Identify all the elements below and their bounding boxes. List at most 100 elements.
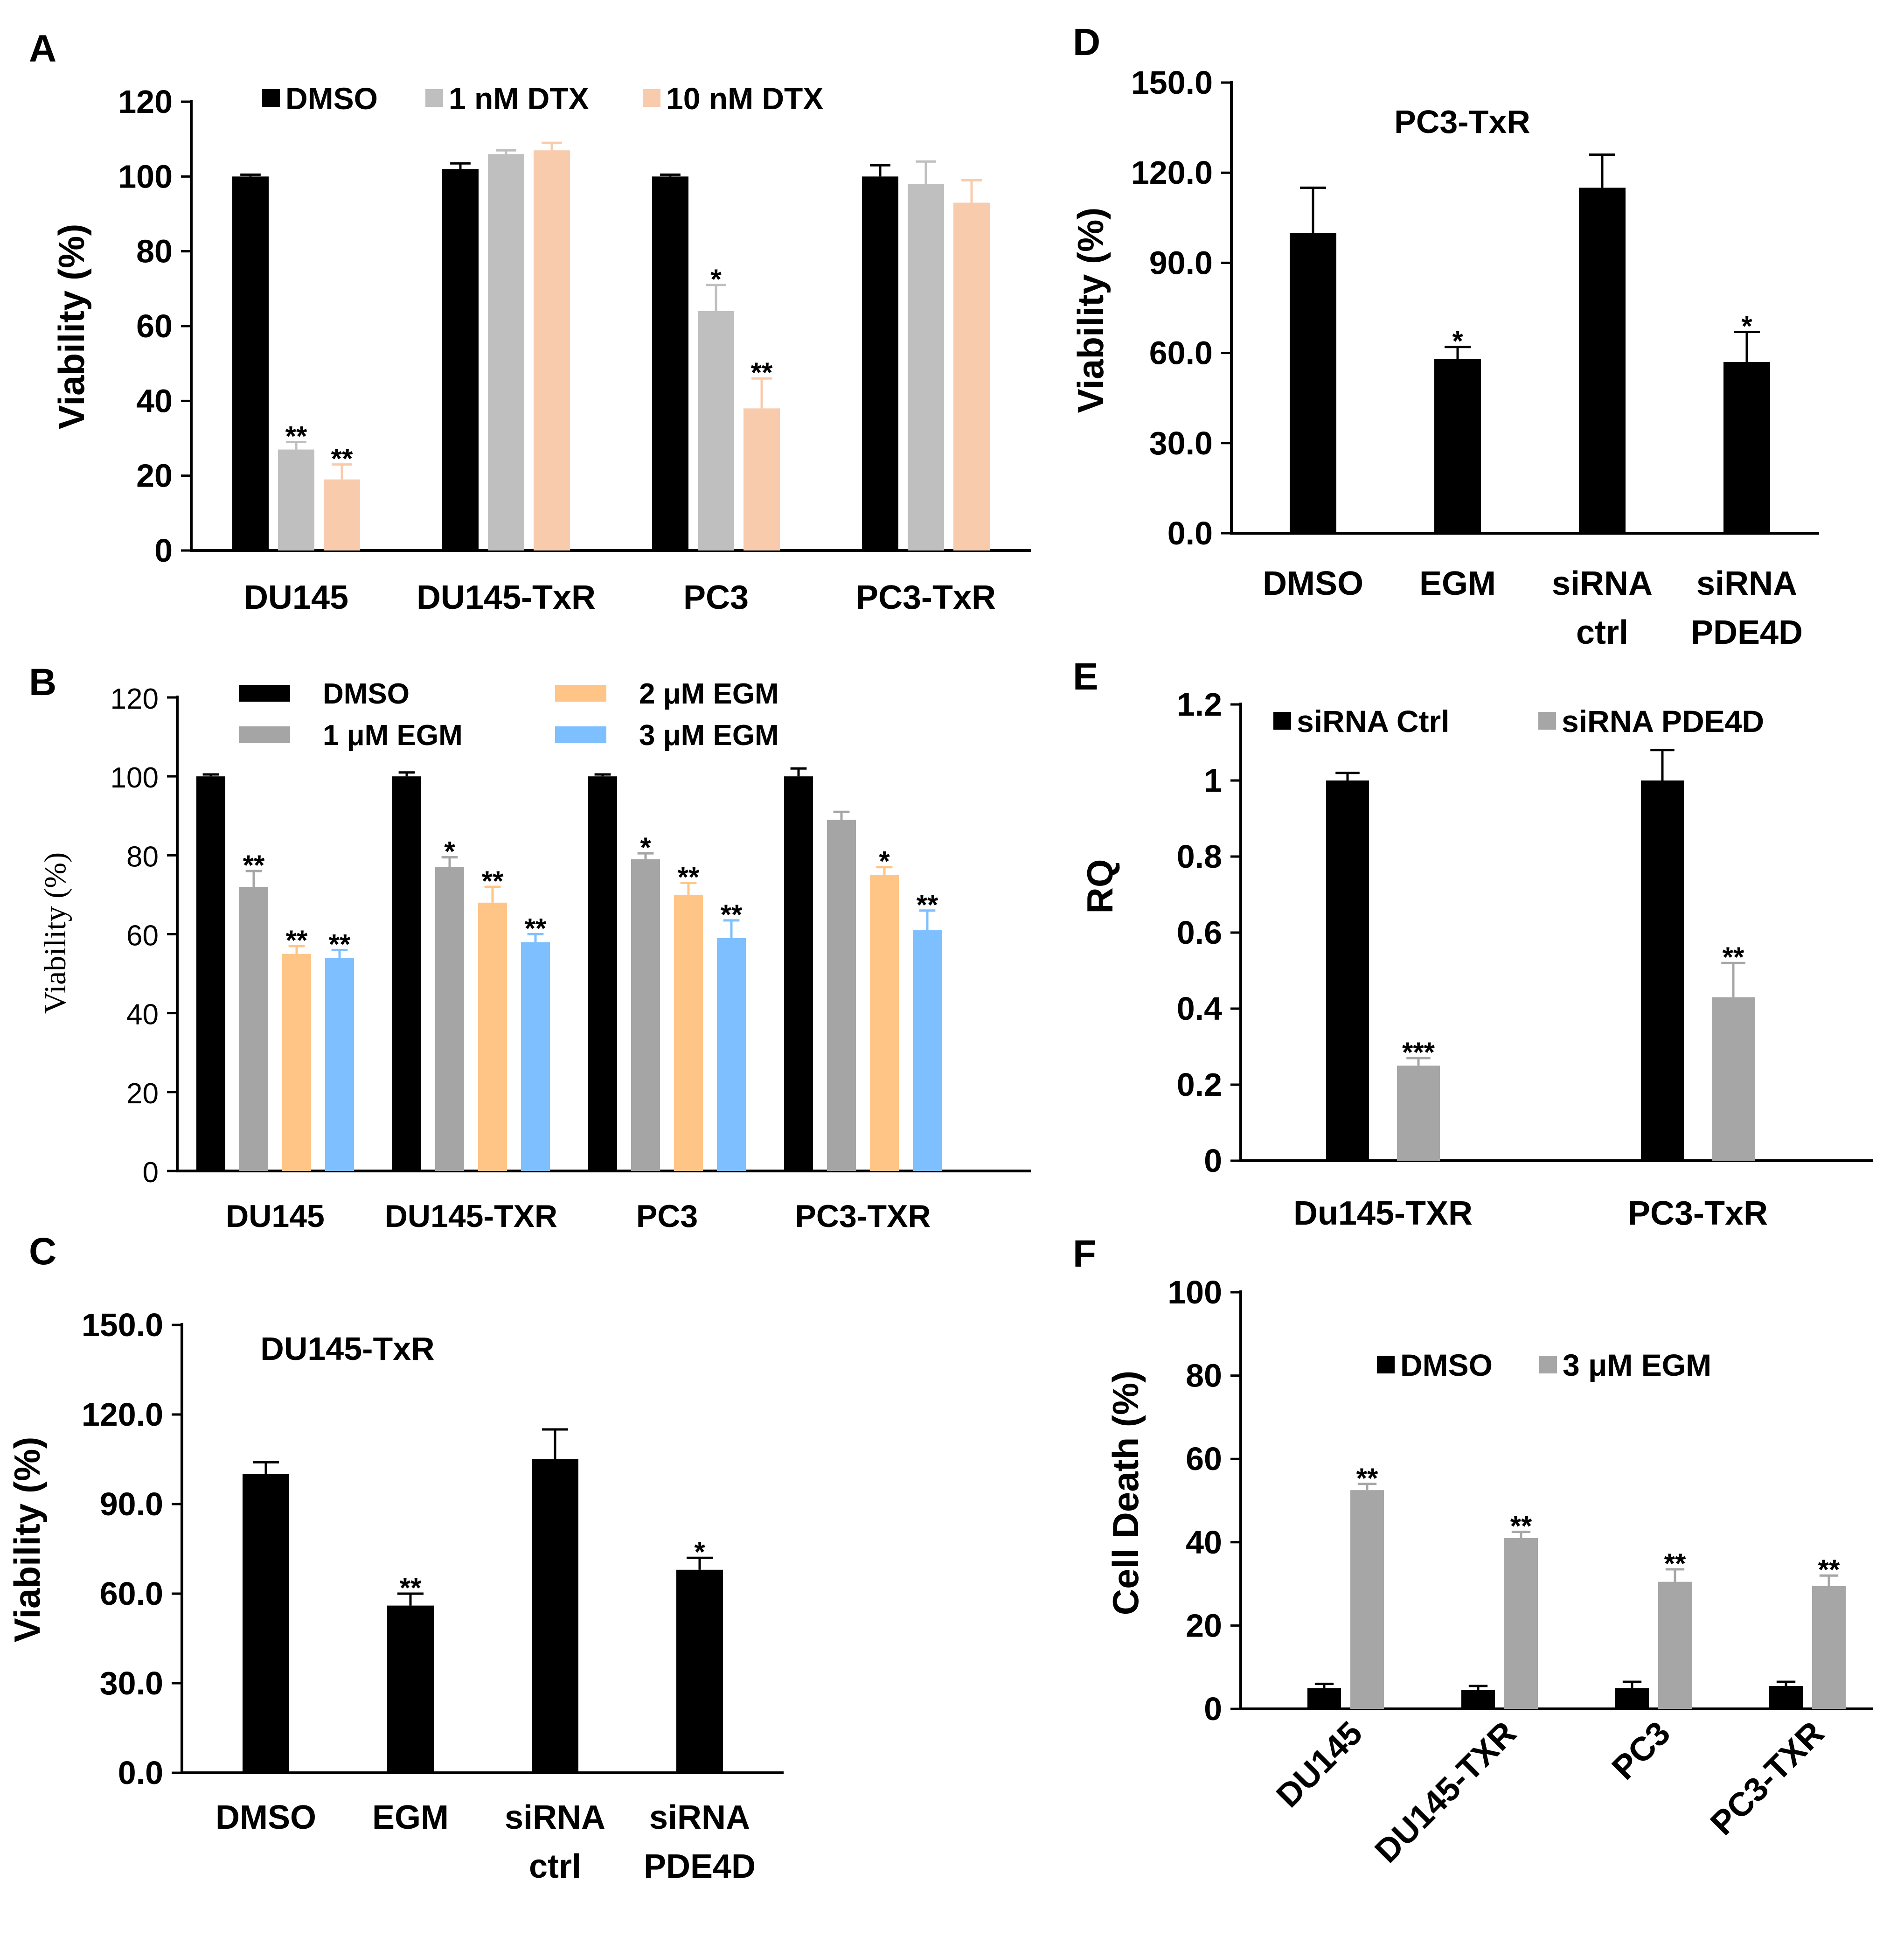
y-tick-label: 0.0 [1167, 515, 1213, 551]
legend-label: DMSO [1400, 1348, 1493, 1382]
bar [232, 176, 269, 550]
significance-mark: ** [1664, 1548, 1686, 1579]
y-tick-label: 0.0 [118, 1755, 163, 1791]
significance-mark: * [879, 846, 890, 877]
category-label: DMSO [1263, 565, 1363, 602]
y-axis-label: Viability (%) [51, 224, 92, 430]
bar [674, 894, 703, 1171]
panel-letter: E [1073, 655, 1098, 698]
bar [1326, 780, 1369, 1161]
y-tick-label: 60.0 [100, 1575, 163, 1612]
y-tick-label: 0.2 [1177, 1066, 1222, 1103]
significance-mark: * [640, 832, 651, 863]
panel-d: D 0.0 30.0 60.0 90.0 120.0 150.0 Viability (%) P… [1070, 21, 1819, 651]
y-tick-label: 120.0 [82, 1396, 163, 1433]
y-axis-label: Viability (%) [38, 852, 72, 1014]
bar [676, 1569, 723, 1773]
bar [521, 942, 550, 1171]
significance-mark: ** [482, 865, 504, 897]
y-tick-label: 40 [1186, 1524, 1222, 1561]
panel-letter: C [29, 1230, 56, 1273]
bar [1723, 362, 1770, 533]
y-axis-label: Cell Death (%) [1105, 1371, 1146, 1615]
bar [698, 311, 734, 550]
y-tick-label: 0.4 [1177, 990, 1222, 1027]
bar [478, 902, 507, 1171]
category-label: ctrl [529, 1848, 581, 1885]
y-tick-label: 0 [1204, 1691, 1222, 1727]
bar [1397, 1066, 1440, 1161]
legend-swatch [643, 89, 660, 107]
bar [325, 958, 354, 1171]
y-tick-label: 0 [1204, 1143, 1222, 1179]
significance-mark: ** [1510, 1510, 1532, 1541]
y-tick-label: 90.0 [100, 1486, 163, 1522]
bar [435, 867, 464, 1171]
category-label: PC3 [683, 579, 749, 616]
legend-label: 3 μM EGM [639, 719, 779, 752]
y-tick-label: 60.0 [1149, 335, 1213, 371]
legend: DMSO 3 μM EGM [1377, 1348, 1711, 1382]
category-label: DU145-TxR [417, 579, 596, 616]
legend-label: 2 μM EGM [639, 678, 779, 710]
significance-mark: ** [917, 889, 938, 920]
panel-letter: A [29, 28, 56, 70]
significance-mark: ** [329, 928, 351, 960]
panel-a: A 0 20 40 60 80 100 120 Viability (%) DU145 DU145-… [29, 28, 1031, 616]
significance-mark: ** [286, 925, 308, 956]
bar [1350, 1490, 1384, 1709]
bar [534, 150, 570, 550]
y-axis-label: Viability (%) [7, 1437, 48, 1643]
y-tick-label: 0 [143, 1157, 159, 1189]
legend: DMSO 1 nM DTX 10 nM DTX [262, 81, 823, 116]
bar [1307, 1688, 1341, 1709]
bar [442, 169, 479, 550]
bar [488, 154, 524, 550]
y-tick-label: 80 [126, 841, 159, 873]
legend-swatch [262, 89, 280, 107]
bar [870, 875, 899, 1171]
category-label: DU145 [244, 579, 348, 616]
significance-mark: * [694, 1536, 705, 1568]
legend-label: 10 nM DTX [666, 81, 823, 116]
bar [1769, 1686, 1803, 1709]
y-tick-label: 100 [1167, 1274, 1222, 1310]
category-label: DMSO [215, 1799, 316, 1836]
category-label: siRNA [1696, 565, 1797, 602]
legend-swatch [555, 685, 606, 702]
panel-letter: B [29, 661, 56, 704]
y-tick-label: 90.0 [1149, 244, 1213, 281]
y-axis-label: Viability (%) [1070, 208, 1111, 413]
legend-label: DMSO [323, 678, 410, 710]
bar [908, 184, 944, 550]
y-tick-label: 0.6 [1177, 914, 1222, 951]
y-tick-label: 150.0 [82, 1307, 163, 1343]
category-label: EGM [1419, 565, 1496, 602]
panel-b: B 0 20 40 60 80 100 120 Viability (%) DU145 DU145-… [29, 661, 1031, 1234]
y-tick-label: 60 [136, 308, 173, 344]
bar [631, 859, 660, 1171]
y-tick-label: 80 [136, 233, 173, 270]
bar [1290, 233, 1336, 533]
y-tick-label: 60 [126, 920, 159, 952]
bar [913, 930, 942, 1171]
legend-label: siRNA Ctrl [1297, 704, 1450, 739]
bar [387, 1605, 434, 1773]
significance-mark: ** [751, 357, 773, 388]
chart-title: DU145-TxR [260, 1331, 434, 1367]
significance-mark: ** [525, 913, 547, 944]
bar [532, 1459, 578, 1773]
bar [1641, 780, 1684, 1161]
legend-swatch [1538, 712, 1556, 730]
legend-label: 3 μM EGM [1563, 1348, 1711, 1382]
y-tick-label: 120 [111, 683, 159, 715]
bar [392, 776, 421, 1171]
significance-mark: * [444, 836, 455, 867]
significance-mark: ** [331, 443, 353, 474]
y-tick-label: 0.8 [1177, 838, 1222, 875]
y-tick-label: 60 [1186, 1441, 1222, 1477]
bar [1579, 188, 1626, 533]
y-tick-label: 20 [136, 458, 173, 494]
